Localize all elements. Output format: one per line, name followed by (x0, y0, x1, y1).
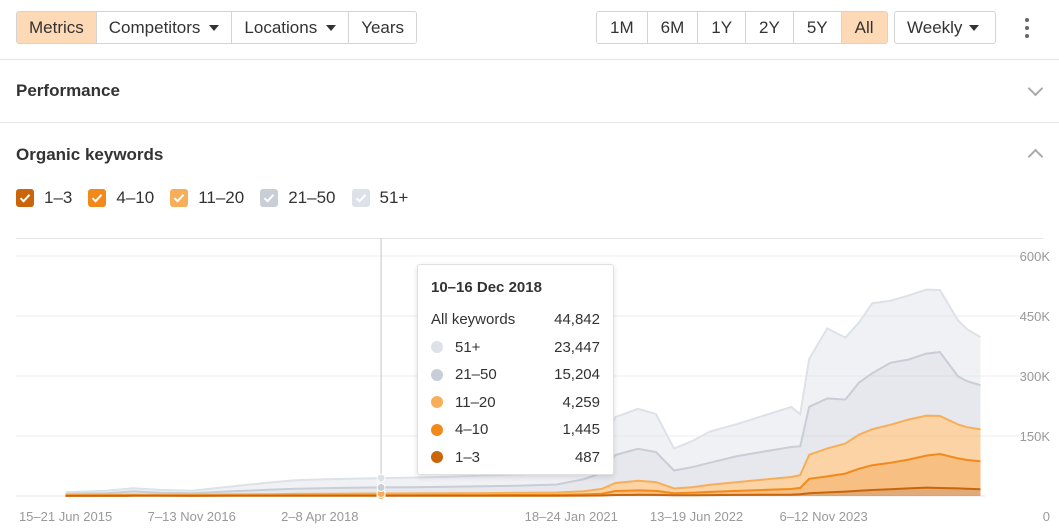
legend-dot-icon (431, 341, 443, 354)
tooltip-row-value: 23,447 (554, 338, 600, 356)
range-6m-button[interactable]: 6M (647, 12, 699, 43)
checkbox-icon[interactable] (170, 189, 189, 207)
section-title-organic-keywords[interactable]: Organic keywords (16, 145, 164, 164)
tab-locations[interactable]: Locations (232, 12, 350, 43)
line-series-4 (65, 350, 981, 495)
tooltip-row: 1–3 487 (431, 444, 600, 472)
legend-dot-icon (431, 451, 443, 464)
line-series-1 (65, 486, 981, 497)
x-tick-label: 15–21 Jun 2015 (19, 509, 112, 524)
tooltip-row: 21–50 15,204 (431, 361, 600, 389)
tab-locations-label: Locations (244, 17, 318, 37)
tooltip-row: 51+ 23,447 (431, 334, 600, 362)
hover-point-5 (376, 473, 386, 483)
tab-years-label: Years (361, 17, 405, 37)
tab-competitors-label: Competitors (108, 17, 201, 37)
filter-11-20[interactable]: 11–20 (170, 188, 244, 208)
caret-down-icon (969, 24, 980, 31)
tab-metrics[interactable]: Metrics (17, 12, 97, 43)
tab-competitors[interactable]: Competitors (96, 12, 233, 43)
x-tick-label: 18–24 Jan 2021 (525, 509, 618, 524)
tooltip-total-row: All keywords 44,842 (431, 306, 600, 334)
filter-label: 21–50 (288, 188, 336, 207)
filter-label: 11–20 (198, 188, 245, 207)
area-series-1 (65, 487, 981, 496)
filter-4-10[interactable]: 4–10 (88, 188, 154, 208)
range-5y-button[interactable]: 5Y (793, 12, 842, 43)
y-tick-label: 150K (1020, 429, 1051, 444)
tooltip-row: 4–10 1,445 (431, 416, 600, 444)
y-tick-label: 450K (1020, 309, 1051, 324)
legend-dot-icon (431, 368, 443, 381)
toolbar: Metrics Competitors Locations Years 1M 6… (16, 11, 1043, 44)
checkbox-icon[interactable] (351, 189, 370, 207)
tooltip-total-label: All keywords (431, 311, 516, 329)
position-filters: 1–3 4–10 11–20 21–50 51+ (16, 188, 424, 208)
range-all-button[interactable]: All (841, 12, 887, 43)
tooltip-row-value: 15,204 (554, 366, 600, 384)
y-tick-label: 0 (1043, 509, 1050, 524)
checkbox-icon[interactable] (16, 189, 34, 207)
tooltip-row-label: 1–3 (455, 448, 481, 466)
y-tick-label: 600K (1020, 249, 1051, 264)
tooltip-total-value: 44,842 (554, 311, 600, 329)
tooltip-row-label: 4–10 (455, 421, 489, 439)
range-1m-button[interactable]: 1M (597, 12, 648, 43)
section-title-performance[interactable]: Performance (16, 81, 120, 100)
view-tabs: Metrics Competitors Locations Years (16, 11, 418, 44)
tooltip-row-value: 4,259 (562, 393, 600, 411)
checkbox-icon[interactable] (260, 189, 279, 207)
x-tick-label: 7–13 Nov 2016 (148, 509, 236, 524)
divider (0, 122, 1059, 123)
line-series-5 (65, 288, 982, 494)
kebab-menu-icon[interactable] (1020, 18, 1034, 38)
filter-51-plus[interactable]: 51+ (351, 188, 409, 208)
area-series-5 (65, 289, 981, 494)
filter-label: 4–10 (116, 188, 155, 207)
tooltip-row-value: 487 (574, 448, 600, 466)
interval-select[interactable]: Weekly (894, 11, 996, 44)
legend-dot-icon (431, 396, 443, 409)
area-series-4 (65, 352, 981, 495)
tooltip-row-label: 51+ (455, 338, 481, 356)
caret-down-icon (209, 24, 220, 31)
range-buttons: 1M 6M 1Y 2Y 5Y All (596, 11, 888, 44)
tooltip-title: 10–16 Dec 2018 (431, 279, 542, 296)
filter-21-50[interactable]: 21–50 (260, 188, 336, 208)
chevron-down-icon[interactable] (1027, 80, 1044, 97)
line-series-3 (65, 414, 981, 496)
checkbox-icon[interactable] (88, 189, 107, 207)
legend-dot-icon (431, 423, 443, 436)
x-tick-label: 13–19 Jun 2022 (650, 509, 743, 524)
y-tick-label: 300K (1020, 369, 1051, 384)
tooltip-row-label: 21–50 (455, 366, 497, 384)
chevron-up-icon[interactable] (1027, 148, 1044, 165)
divider (0, 59, 1059, 60)
filter-label: 1–3 (44, 188, 73, 207)
x-tick-label: 2–8 Apr 2018 (281, 509, 358, 524)
tooltip-row-value: 1,445 (562, 421, 600, 439)
tooltip-row-label: 11–20 (455, 393, 496, 411)
filter-label: 51+ (379, 188, 409, 207)
x-tick-label: 6–12 Nov 2023 (780, 509, 868, 524)
caret-down-icon (326, 24, 337, 31)
chart-svg[interactable]: 600K 450K 300K 150K 0 15–21 Jun 2015 7–13 Nov … (0, 238, 1059, 531)
interval-select-value: Weekly (907, 17, 963, 37)
chart-tooltip: 10–16 Dec 2018 All keywords 44,842 51+ 23… (417, 264, 614, 475)
tab-metrics-label: Metrics (29, 17, 84, 37)
filter-1-3[interactable]: 1–3 (16, 188, 72, 208)
range-2y-button[interactable]: 2Y (746, 12, 794, 43)
range-1y-button[interactable]: 1Y (698, 12, 747, 43)
tooltip-row: 11–20 4,259 (431, 389, 600, 417)
hover-point-4 (376, 482, 386, 492)
organic-keywords-chart[interactable]: 600K 450K 300K 150K 0 15–21 Jun 2015 7–13 Nov … (0, 238, 1059, 531)
tab-years[interactable]: Years (349, 12, 417, 43)
